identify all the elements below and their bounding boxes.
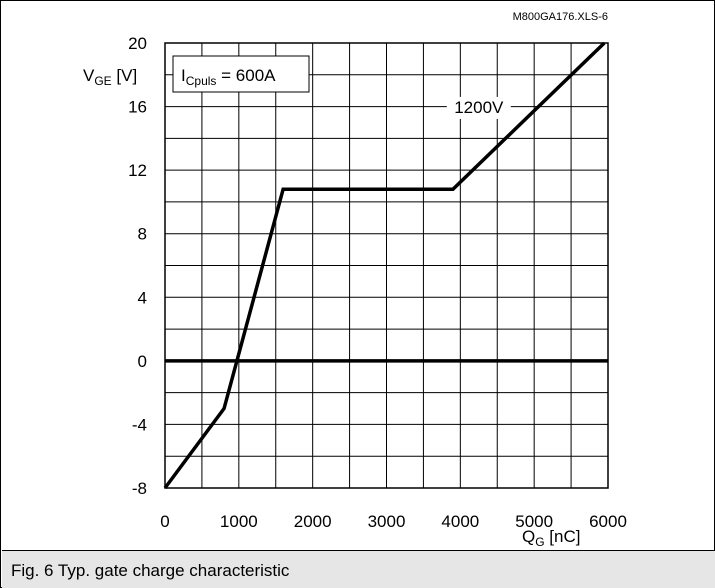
file-id: M800GA176.XLS-6 [513,11,608,23]
ylabel-main: V [83,66,95,85]
x-tick-label: 4000 [441,512,479,531]
y-tick-label: 12 [128,161,147,180]
x-tick-label: 2000 [294,512,332,531]
legend-sub: Cpuls [186,74,217,88]
x-tick-labels: 0 1000 2000 3000 4000 5000 6000 [160,512,627,531]
xlabel-sub: G [535,535,544,549]
annotations: 1200V [446,96,511,119]
y-tick-label: -4 [132,415,147,434]
x-tick-label: 3000 [368,512,406,531]
xlabel-main: Q [522,527,535,546]
x-tick-label: 6000 [589,512,627,531]
xlabel-unit: [nC] [545,527,581,546]
plot-border [164,42,609,489]
figure-caption: Fig. 6 Typ. gate charge characteristic [11,561,290,580]
legend-rest: = 600A [216,66,276,85]
x-tick-label: 0 [160,512,169,531]
ylabel-unit: [V] [112,66,138,85]
legend-frame [172,55,310,93]
y-axis-label: VGE [V] [83,66,137,88]
y-tick-label: 4 [138,288,147,307]
ylabel-sub: GE [94,74,111,88]
x-tick-label: 1000 [220,512,258,531]
y-tick-label: -8 [132,479,147,498]
legend-box: ICpuls = 600A [172,55,310,93]
y-tick-label: 20 [128,34,147,53]
x-axis-label: QG [nC] [522,527,580,549]
series-group [163,41,606,490]
y-tick-label: 0 [138,352,147,371]
x-tick-label: 5000 [515,512,553,531]
gate-charge-chart: 0 1000 2000 3000 4000 5000 6000 -8-4048121620 … [83,11,627,549]
caption-bar: Fig. 6 Typ. gate charge characteristic [2,550,715,588]
legend-label: ICpuls = 600A [181,66,276,88]
series-annotation: 1200V [454,98,504,117]
y-tick-label: 16 [128,98,147,117]
y-tick-label: 8 [138,225,147,244]
annotation-bg [446,96,511,119]
series-line-1200V [163,41,606,490]
y-tick-labels: -8 -4 0 4 8 12 16 20 [128,34,147,498]
legend-main: I [181,66,186,85]
